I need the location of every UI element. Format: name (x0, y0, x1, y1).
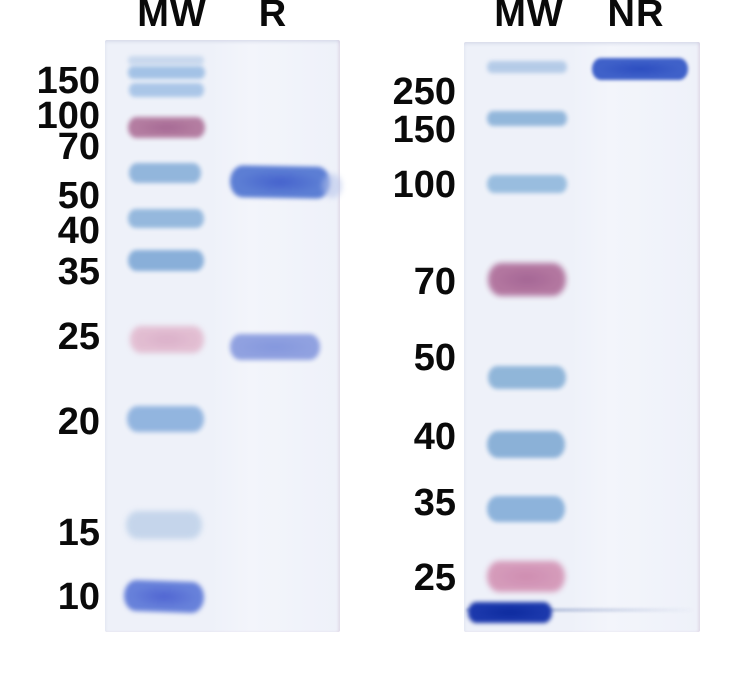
mw-label-20-r: 20 (57, 401, 100, 443)
dye-front-band (468, 602, 552, 623)
mw-marker-band (128, 66, 205, 79)
gel-nonreduced-frame (464, 42, 700, 632)
mw-label-40-r: 40 (57, 210, 100, 252)
mw-label-250-nr: 250 (392, 71, 456, 113)
lane-header-nr-nr: NR (607, 0, 665, 35)
mw-marker-band (487, 61, 567, 73)
mw-label-15-r: 15 (57, 512, 100, 554)
mw-marker-band (487, 496, 565, 522)
mw-marker-band (487, 111, 567, 126)
mw-label-40-nr: 40 (413, 416, 456, 458)
mw-marker-band (127, 406, 204, 432)
mw-label-10-r: 10 (57, 576, 100, 618)
mw-label-25-r: 25 (57, 316, 100, 358)
sample-band-nr (592, 58, 688, 80)
mw-marker-band (129, 83, 204, 97)
mw-marker-band (488, 366, 566, 389)
lane-header-mw-nr: MW (494, 0, 564, 35)
mw-marker-band (129, 163, 201, 183)
mw-label-25-nr: 25 (413, 557, 456, 599)
mw-marker-band (487, 431, 565, 458)
sample-band-r (230, 334, 320, 360)
mw-marker-band (487, 175, 567, 193)
mw-label-50-r: 50 (57, 175, 100, 217)
mw-marker-band (123, 579, 205, 614)
mw-label-70-r: 70 (57, 126, 100, 168)
mw-marker-band (128, 56, 204, 65)
mw-marker-band (487, 561, 565, 592)
mw-label-50-nr: 50 (413, 337, 456, 379)
sample-band-r (322, 174, 342, 198)
mw-marker-band (128, 250, 204, 271)
dye-front-band (466, 608, 696, 612)
mw-marker-band (488, 263, 566, 296)
mw-marker-band (128, 117, 205, 138)
mw-label-70-nr: 70 (413, 261, 456, 303)
mw-label-35-r: 35 (57, 251, 100, 293)
lane-header-mw-r: MW (137, 0, 207, 35)
mw-label-35-nr: 35 (413, 482, 456, 524)
sample-band-r (229, 165, 331, 199)
mw-marker-band (130, 326, 204, 353)
mw-label-150-nr: 150 (392, 109, 456, 151)
mw-marker-band (128, 209, 204, 228)
mw-label-100-r: 100 (36, 95, 100, 137)
mw-label-100-nr: 100 (392, 164, 456, 206)
mw-label-150-r: 150 (36, 60, 100, 102)
mw-marker-band (126, 511, 202, 539)
lane-header-r-r: R (258, 0, 288, 35)
